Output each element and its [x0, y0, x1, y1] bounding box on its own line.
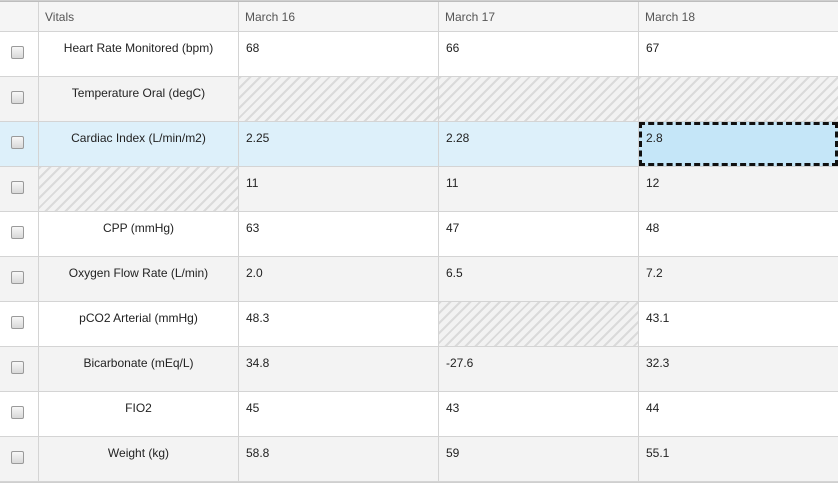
- vital-label: FIO2: [39, 392, 239, 436]
- vital-label: pCO2 Arterial (mmHg): [39, 302, 239, 346]
- value-cell[interactable]: 2.0: [239, 257, 439, 301]
- value-cell[interactable]: 48.3: [239, 302, 439, 346]
- value-cell[interactable]: 58.8: [239, 437, 439, 481]
- value-cell[interactable]: 6.5: [439, 257, 639, 301]
- row-checkbox[interactable]: [11, 91, 24, 104]
- table-row[interactable]: Bicarbonate (mEq/L) 34.8 -27.6 32.3: [0, 347, 838, 392]
- table-row-selected[interactable]: Cardiac Index (L/min/m2) 2.25 2.28 2.8: [0, 122, 838, 167]
- value-cell[interactable]: 67: [646, 41, 660, 55]
- empty-value-cell[interactable]: [639, 77, 838, 121]
- value-cell[interactable]: 48: [646, 221, 660, 235]
- empty-vital-label: [39, 167, 239, 211]
- empty-value-cell[interactable]: [439, 77, 639, 121]
- value-cell[interactable]: 2.25: [239, 122, 439, 166]
- row-checkbox[interactable]: [11, 451, 24, 464]
- select-cell: [0, 347, 39, 391]
- select-cell: [0, 392, 39, 436]
- value-cell[interactable]: 45: [239, 392, 439, 436]
- select-cell: [0, 32, 39, 76]
- row-checkbox[interactable]: [11, 46, 24, 59]
- header-vitals[interactable]: Vitals: [39, 2, 239, 31]
- table-row[interactable]: 11 11 12: [0, 167, 838, 212]
- value-cell[interactable]: 59: [439, 437, 639, 481]
- empty-value-cell[interactable]: [239, 77, 439, 121]
- header-select-cell: [0, 2, 39, 31]
- header-date-2[interactable]: March 17: [439, 2, 639, 31]
- value-cell[interactable]: 44: [646, 401, 660, 415]
- value-cell[interactable]: 11: [239, 167, 439, 211]
- row-checkbox[interactable]: [11, 271, 24, 284]
- header-date-label: March 18: [645, 10, 696, 24]
- header-date-label: March 16: [245, 10, 296, 24]
- select-cell: [0, 257, 39, 301]
- value-cell[interactable]: 68: [239, 32, 439, 76]
- value-cell[interactable]: 2.28: [439, 122, 639, 166]
- table-row[interactable]: Heart Rate Monitored (bpm) 68 66 67: [0, 32, 838, 77]
- select-cell: [0, 167, 39, 211]
- vital-label: CPP (mmHg): [39, 212, 239, 256]
- row-checkbox[interactable]: [11, 406, 24, 419]
- vital-label: Heart Rate Monitored (bpm): [39, 32, 239, 76]
- vital-label: Temperature Oral (degC): [39, 77, 239, 121]
- select-cell: [0, 302, 39, 346]
- vital-label: Weight (kg): [39, 437, 239, 481]
- value-cell[interactable]: -27.6: [439, 347, 639, 391]
- value-cell[interactable]: 11: [439, 167, 639, 211]
- row-checkbox[interactable]: [11, 226, 24, 239]
- value-cell[interactable]: 43: [439, 392, 639, 436]
- table-row[interactable]: pCO2 Arterial (mmHg) 48.3 43.1: [0, 302, 838, 347]
- header-vitals-label: Vitals: [45, 10, 75, 24]
- header-date-label: March 17: [445, 10, 496, 24]
- row-checkbox[interactable]: [11, 181, 24, 194]
- value-cell[interactable]: 47: [439, 212, 639, 256]
- value-cell[interactable]: 55.1: [646, 446, 670, 460]
- value-cell[interactable]: 7.2: [646, 266, 663, 280]
- table-row[interactable]: Oxygen Flow Rate (L/min) 2.0 6.5 7.2: [0, 257, 838, 302]
- value-cell[interactable]: 12: [646, 176, 660, 190]
- grid-header-row: Vitals March 16 March 17 March 18: [0, 1, 838, 32]
- table-row[interactable]: Temperature Oral (degC): [0, 77, 838, 122]
- select-cell: [0, 77, 39, 121]
- table-row[interactable]: CPP (mmHg) 63 47 48: [0, 212, 838, 257]
- vital-label: Cardiac Index (L/min/m2): [39, 122, 239, 166]
- value-cell[interactable]: 34.8: [239, 347, 439, 391]
- focused-value-cell[interactable]: 2.8: [639, 122, 838, 166]
- vital-label: Oxygen Flow Rate (L/min): [39, 257, 239, 301]
- empty-value-cell[interactable]: [439, 302, 639, 346]
- table-row[interactable]: Weight (kg) 58.8 59 55.1: [0, 437, 838, 482]
- value-cell[interactable]: 63: [239, 212, 439, 256]
- header-date-3[interactable]: March 18: [639, 2, 838, 31]
- header-date-1[interactable]: March 16: [239, 2, 439, 31]
- select-cell: [0, 122, 39, 166]
- row-checkbox[interactable]: [11, 136, 24, 149]
- table-row[interactable]: FIO2 45 43 44: [0, 392, 838, 437]
- value-cell[interactable]: 43.1: [646, 311, 670, 325]
- value-cell[interactable]: 32.3: [646, 356, 670, 370]
- select-cell: [0, 212, 39, 256]
- row-checkbox[interactable]: [11, 361, 24, 374]
- vital-label: Bicarbonate (mEq/L): [39, 347, 239, 391]
- value-cell[interactable]: 66: [439, 32, 639, 76]
- select-cell: [0, 437, 39, 481]
- row-checkbox[interactable]: [11, 316, 24, 329]
